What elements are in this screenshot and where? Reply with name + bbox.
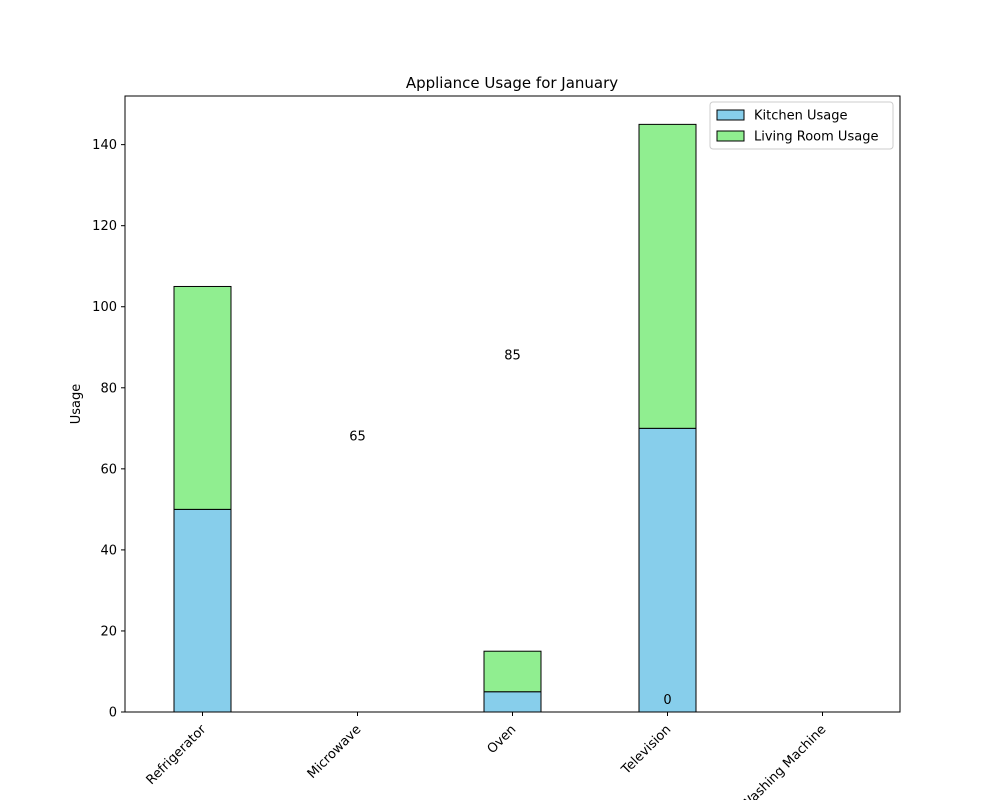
y-tick-label: 60 [100,462,117,477]
bar-living-room-usage-3 [638,123,697,429]
legend: Kitchen Usage Living Room Usage [709,101,894,150]
legend-swatch [716,109,745,121]
x-tick-label: Oven [485,722,520,757]
bar-kitchen-usage-3 [638,427,697,713]
bar-living-room-usage-0 [173,285,232,510]
x-tick-label: Television [618,722,674,778]
annotations-group: 65 85 0 [349,348,671,707]
y-tick-label: 140 [92,138,117,153]
y-axis-label: Usage [69,384,84,425]
legend-box [709,101,894,150]
y-tick-label: 100 [92,300,117,315]
chart-title: Appliance Usage for January [406,74,618,92]
legend-swatch [716,130,745,142]
bars-group [173,123,697,713]
bar-living-room-usage-2 [483,650,542,693]
bar-kitchen-usage-0 [173,508,232,713]
y-tick-label: 80 [100,381,117,396]
legend-label: Kitchen Usage [754,109,848,124]
value-annotation: 0 [663,693,671,708]
x-tick-label: Microwave [305,722,365,782]
x-tick-label: Refrigerator [144,722,210,788]
legend-label: Living Room Usage [754,130,878,145]
value-annotation: 85 [504,348,521,363]
y-tick-label: 40 [100,543,117,558]
x-tick-label: Washing Machine [738,722,829,800]
bar-kitchen-usage-2 [483,691,542,713]
y-tick-label: 120 [92,219,117,234]
x-axis: Refrigerator Microwave Oven Television Washi… [144,712,829,800]
plot-frame [124,95,901,713]
value-annotation: 65 [349,429,366,444]
y-tick-label: 0 [109,706,117,721]
y-axis: 0 20 40 60 80 100 120 140 [92,138,125,721]
y-tick-label: 20 [100,624,117,639]
